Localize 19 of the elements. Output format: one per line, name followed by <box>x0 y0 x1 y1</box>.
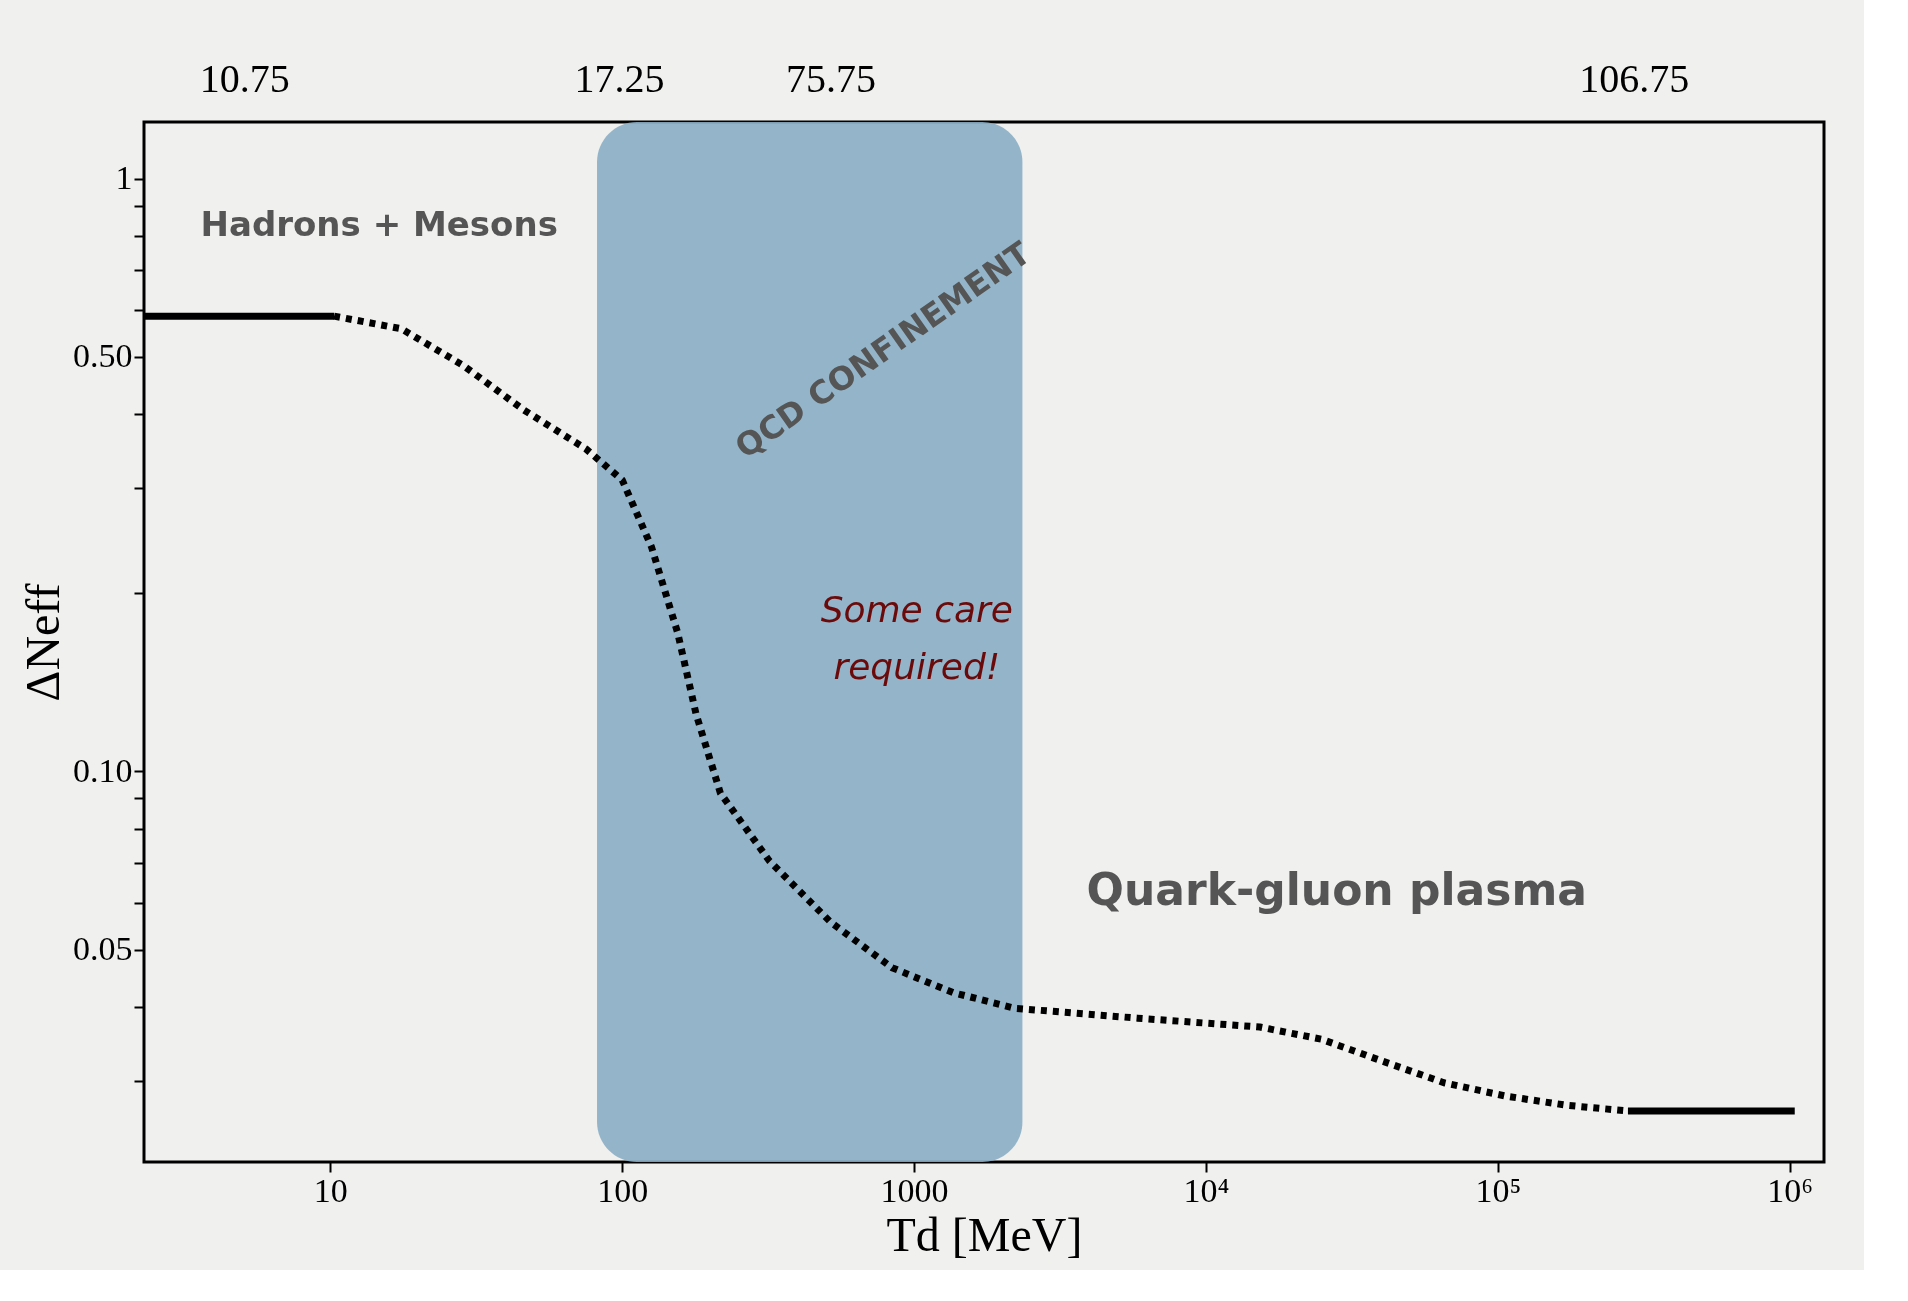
text: 106.75 <box>1579 56 1690 102</box>
y-tick-label: 0.50 <box>73 337 133 375</box>
x-tick-label: 10⁴ <box>1183 1171 1230 1209</box>
y-axis-title: ΔNeff <box>16 583 69 702</box>
annotation: Some care required! <box>820 588 1013 688</box>
x-tick-label: 10 <box>313 1171 348 1209</box>
annotation: Quark-gluon plasma <box>1086 863 1588 915</box>
text: 17.25 <box>574 56 665 102</box>
y-tick-label: 0.05 <box>73 930 133 968</box>
y-tick-label: 1 <box>115 159 133 197</box>
x-tick-label: 1000 <box>880 1171 949 1209</box>
text: 75.75 <box>786 56 877 102</box>
x-tick-label: 10⁵ <box>1475 1171 1522 1209</box>
y-tick-label: 0.10 <box>73 751 133 789</box>
x-tick-label: 100 <box>597 1171 649 1209</box>
text: 10.75 <box>199 56 290 102</box>
x-tick-label: 10⁶ <box>1767 1171 1814 1209</box>
annotation: Hadrons + Mesons <box>200 204 558 244</box>
x-axis-title: Td [MeV] <box>886 1207 1083 1261</box>
